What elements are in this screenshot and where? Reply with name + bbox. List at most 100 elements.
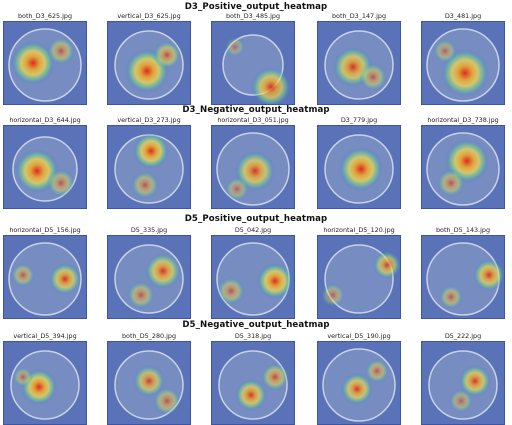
image-filename: D5_222.jpg	[444, 332, 482, 340]
image-filename: horizontal_D3_738.jpg	[427, 116, 499, 124]
heatmap-graphic	[317, 125, 401, 209]
heatmap-cell: both_D3_147.jpg	[314, 12, 404, 105]
heatmap-image	[317, 341, 401, 425]
heatmap-graphic	[211, 341, 295, 425]
heatmap-graphic	[211, 125, 295, 209]
heatmap-image	[3, 341, 87, 425]
heatmap-image	[107, 341, 191, 425]
heat-spot	[225, 177, 249, 201]
image-filename: D3_779.jpg	[340, 116, 378, 124]
heatmap-graphic	[421, 125, 505, 209]
section-title: D3_Negative_output_heatmap	[182, 105, 330, 115]
heat-spot	[127, 281, 155, 309]
heat-spot	[433, 39, 457, 63]
heatmap-image	[421, 341, 505, 425]
heatmap-image	[317, 235, 401, 319]
image-filename: vertical_D5_190.jpg	[327, 332, 391, 340]
heatmap-cell: both_D3_485.jpg	[208, 12, 298, 105]
heat-spot	[225, 37, 245, 57]
heatmap-graphic	[317, 21, 401, 105]
heatmap-image	[211, 21, 295, 105]
image-filename: both_D3_485.jpg	[225, 12, 281, 20]
heatmap-cell: D3_779.jpg	[314, 116, 404, 209]
heatmap-image	[421, 125, 505, 209]
heatmap-image	[317, 21, 401, 105]
heatmap-graphic	[3, 125, 87, 209]
heat-spot	[47, 169, 75, 197]
heat-spot	[131, 171, 159, 199]
heatmap-graphic	[107, 21, 191, 105]
heatmap-image	[421, 235, 505, 319]
heat-spot	[441, 49, 489, 97]
heatmap-cell: D5_335.jpg	[104, 226, 194, 319]
image-filename: D5_318.jpg	[234, 332, 272, 340]
heat-spot	[339, 147, 383, 191]
image-filename: vertical_D3_273.jpg	[117, 116, 181, 124]
heatmap-cell: both_D3_625.jpg	[0, 12, 90, 105]
heatmap-image	[3, 21, 87, 105]
heat-spot	[217, 277, 245, 305]
heat-spot	[11, 263, 35, 287]
heat-spot	[133, 365, 165, 397]
heat-spot	[473, 259, 505, 291]
heatmap-cell: horizontal_D3_644.jpg	[0, 116, 90, 209]
heat-spot	[261, 363, 289, 391]
heat-spot	[439, 285, 463, 309]
heatmap-graphic	[317, 341, 401, 425]
heatmap-graphic	[107, 341, 191, 425]
section-title: D5_Positive_output_heatmap	[184, 214, 328, 224]
heatmap-cell: horizontal_D3_738.jpg	[418, 116, 508, 209]
heatmap-graphic	[3, 21, 87, 105]
image-filename: both_D3_625.jpg	[17, 12, 73, 20]
heat-spot	[321, 283, 345, 307]
heatmap-cell: vertical_D3_625.jpg	[104, 12, 194, 105]
heatmap-cell: horizontal_D5_120.jpg	[314, 226, 404, 319]
heatmap-graphic	[421, 21, 505, 105]
heat-spot	[153, 387, 181, 415]
heatmap-cell: horizontal_D5_156.jpg	[0, 226, 90, 319]
image-filename: horizontal_D3_644.jpg	[9, 116, 81, 124]
heat-spot	[145, 253, 181, 289]
image-filename: both_D5_280.jpg	[121, 332, 177, 340]
heatmap-cell: horizontal_D3_051.jpg	[208, 116, 298, 209]
heat-spot	[153, 41, 181, 69]
image-filename: vertical_D3_625.jpg	[117, 12, 181, 20]
heatmap-graphic	[211, 235, 295, 319]
image-filename: horizontal_D5_120.jpg	[323, 226, 395, 234]
heatmap-image	[211, 341, 295, 425]
heatmap-cell: both_D5_143.jpg	[418, 226, 508, 319]
heatmap-image	[107, 21, 191, 105]
heatmap-cell: D5_318.jpg	[208, 332, 298, 425]
image-filename: both_D3_147.jpg	[331, 12, 387, 20]
image-filename: D5_335.jpg	[130, 226, 168, 234]
heatmap-cell: D5_222.jpg	[418, 332, 508, 425]
heatmap-cell: D5_042.jpg	[208, 226, 298, 319]
image-filename: D5_042.jpg	[234, 226, 272, 234]
heatmap-cell: vertical_D5_394.jpg	[0, 332, 90, 425]
heat-spot	[251, 67, 291, 105]
heat-spot	[365, 359, 389, 383]
heat-spot	[341, 373, 373, 405]
section-title: D5_Negative_output_heatmap	[182, 320, 330, 330]
heatmap-graphic	[317, 235, 401, 319]
heatmap-graphic	[421, 235, 505, 319]
image-filename: D3_481.jpg	[444, 12, 482, 20]
heat-spot	[459, 365, 491, 397]
image-filename: vertical_D5_394.jpg	[13, 332, 77, 340]
image-filename: both_D5_143.jpg	[435, 226, 491, 234]
heatmap-graphic	[107, 125, 191, 209]
heatmap-graphic	[3, 341, 87, 425]
heatmap-image	[107, 235, 191, 319]
heatmap-image	[3, 235, 87, 319]
heatmap-cell: D3_481.jpg	[418, 12, 508, 105]
heat-spot	[235, 379, 267, 411]
heat-spot	[11, 41, 55, 85]
heat-spot	[373, 251, 401, 279]
heat-spot	[133, 133, 169, 169]
heatmap-image	[317, 125, 401, 209]
heatmap-graphic	[3, 235, 87, 319]
heatmap-image	[211, 125, 295, 209]
heatmap-image	[211, 235, 295, 319]
heat-spot	[47, 37, 75, 65]
image-filename: horizontal_D5_156.jpg	[9, 226, 81, 234]
